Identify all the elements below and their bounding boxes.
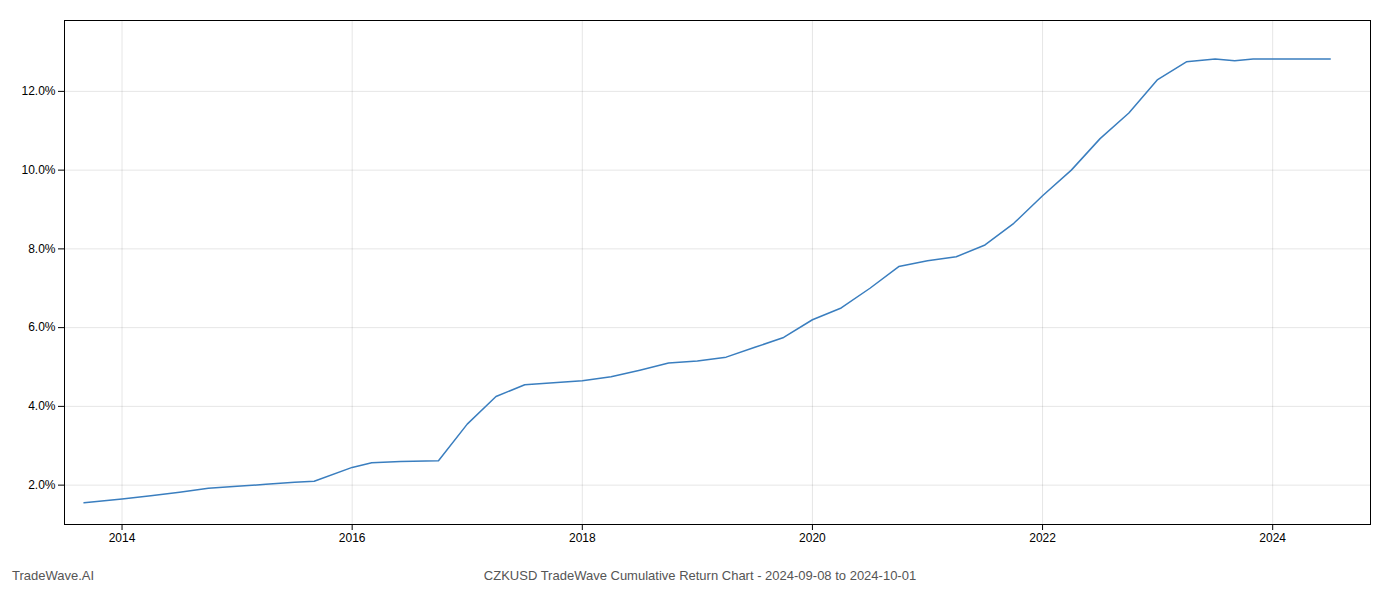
svg-text:2.0%: 2.0% <box>28 478 56 492</box>
svg-text:2024: 2024 <box>1259 531 1286 545</box>
html-text:CZKUSD TradeWave Cumulative Re: CZKUSD TradeWave Cumulative Return Chart… <box>483 568 917 583</box>
svg-text:2020: 2020 <box>799 531 826 545</box>
svg-text:10.0%: 10.0% <box>21 163 55 177</box>
html-text:TradeWave.AI: TradeWave.AI <box>12 568 95 583</box>
svg-text:2016: 2016 <box>339 531 366 545</box>
svg-text:6.0%: 6.0% <box>28 320 56 334</box>
svg-text:12.0%: 12.0% <box>21 84 55 98</box>
svg-text:2018: 2018 <box>569 531 596 545</box>
svg-text:4.0%: 4.0% <box>28 399 56 413</box>
svg-text:8.0%: 8.0% <box>28 242 56 256</box>
svg-text:2022: 2022 <box>1029 531 1056 545</box>
svg-text:2014: 2014 <box>109 531 136 545</box>
